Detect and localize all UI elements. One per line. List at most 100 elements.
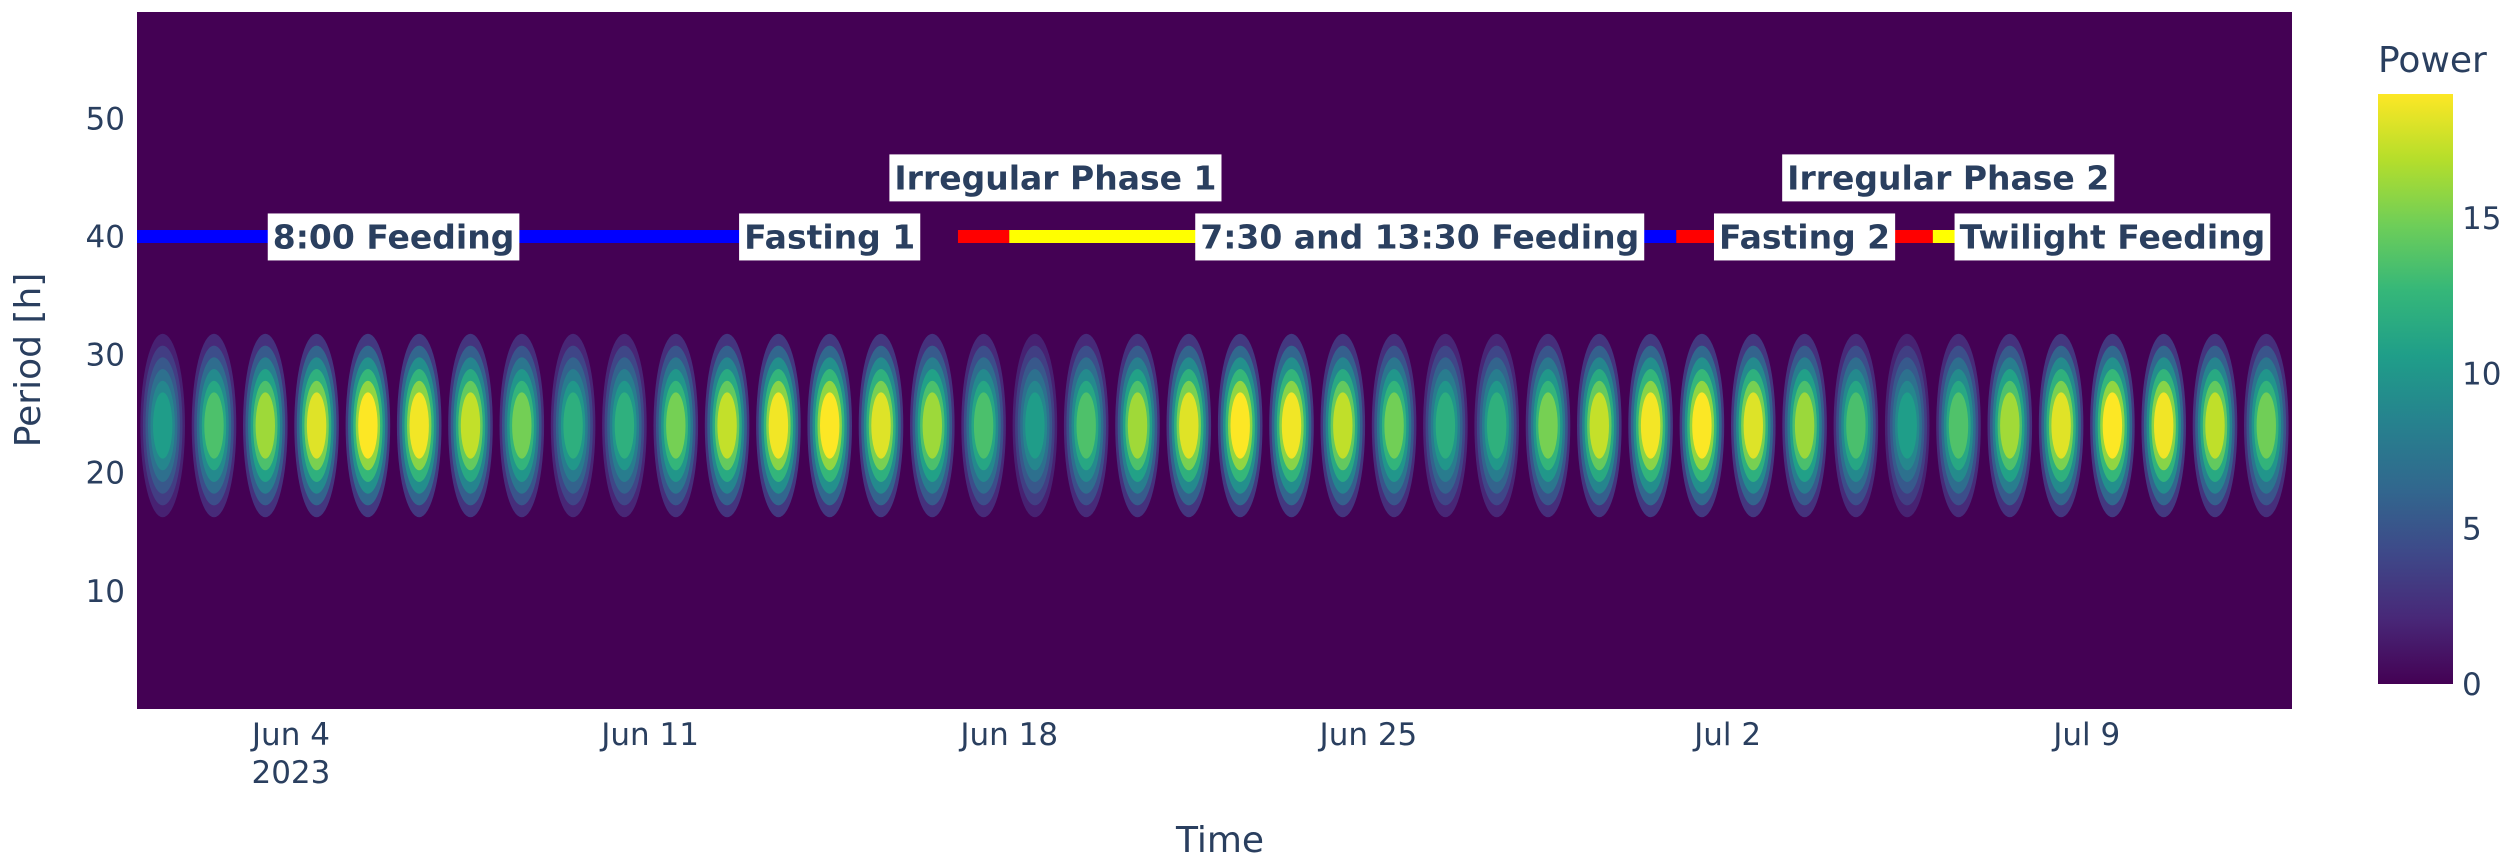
heatmap-cell (1333, 392, 1353, 459)
heatmap-cell (1025, 392, 1045, 459)
heatmap-cell (820, 392, 840, 459)
phase-label-text: Fasting 2 (1719, 217, 1890, 256)
heatmap-cell (1076, 392, 1096, 459)
phase-label: Fasting 1 (739, 213, 921, 261)
heatmap-blob (1782, 333, 1827, 518)
colorbar: Power 0 5 10 15 (2378, 40, 2500, 703)
phase-label: 8:00 Feeding (267, 213, 520, 261)
x-tick-label: Jun 25 (1318, 717, 1418, 753)
heatmap-cell (2051, 392, 2071, 459)
heatmap-blob (2192, 333, 2238, 518)
heatmap-blob (1525, 333, 1571, 518)
x-tick-label: Jul 2 (1692, 717, 1761, 753)
phase-label-text: 7:30 and 13:30 Feeding (1200, 217, 1639, 256)
heatmap-blob (1115, 333, 1160, 518)
colorbar-gradient (2378, 94, 2453, 684)
heatmap-blob (550, 333, 596, 518)
heatmap-cell (2154, 392, 2174, 459)
heatmap-blob (1423, 333, 1468, 518)
heatmap-cell (1640, 392, 1661, 459)
heatmap-blob (396, 333, 442, 518)
heatmap-blob (191, 333, 237, 518)
label-background (1954, 213, 2271, 261)
colorbar-tick-label: 10 (2462, 356, 2500, 392)
heatmap-cell (1281, 392, 1302, 459)
heatmap-cell (768, 392, 789, 459)
heatmap-blob (807, 333, 852, 518)
label-background (1713, 213, 1896, 261)
heatmap-cell (306, 392, 327, 459)
heatmap-blob (499, 333, 545, 518)
x-tick-label: Jul 9 (2051, 717, 2120, 753)
heatmap-blob (1628, 333, 1673, 518)
phase-label-text: Fasting 1 (744, 217, 915, 256)
heatmap-background (137, 12, 2292, 709)
heatmap-cell (1846, 392, 1866, 459)
label-background (1195, 213, 1645, 261)
y-tick-label: 10 (86, 574, 125, 610)
phase-labels: 8:00 Feeding Fasting 1 7:30 and 13:30 Feed… (267, 154, 2271, 261)
heatmap-blob (2038, 333, 2084, 518)
phase-label-text: 8:00 Feeding (273, 217, 515, 256)
heatmap-cell (1435, 392, 1456, 459)
heatmap-cell (1538, 392, 1558, 459)
heatmap-blob (345, 333, 391, 518)
heatmap-blob (653, 333, 699, 518)
heatmap-cell (153, 392, 173, 459)
heatmap-cell (255, 392, 275, 459)
label-background (739, 213, 921, 261)
colorbar-tick-label: 5 (2462, 512, 2482, 548)
colorbar-title: Power (2378, 40, 2487, 81)
heatmap-cell (1948, 392, 1969, 459)
heatmap-cell (1127, 392, 1148, 459)
heatmap-cell (2000, 392, 2020, 459)
y-axis-title: Period [h] (8, 273, 49, 448)
heatmap-cell (1692, 392, 1712, 459)
heatmap-cell (973, 392, 994, 459)
heatmap-cell (666, 392, 686, 459)
heatmap-blob (2244, 333, 2289, 518)
heatmap-blob (756, 333, 801, 518)
heatmap-blob (1884, 333, 1930, 518)
heatmap-cell (358, 392, 378, 459)
heatmap-blob (704, 333, 750, 518)
label-background (889, 154, 1222, 202)
heatmap-cell (2102, 392, 2123, 459)
heatmap-cell (1384, 392, 1404, 459)
heatmap-blob (1474, 333, 1519, 518)
heatmap-blob (140, 333, 185, 518)
x-axis-title: Time (1175, 820, 1264, 859)
heatmap-cell (1179, 392, 1199, 459)
y-tick-label: 20 (86, 456, 125, 492)
heatmap-blob (1833, 333, 1879, 518)
phase-label: 7:30 and 13:30 Feeding (1195, 213, 1645, 261)
phase-label-text: Twilight Feeding (1960, 217, 2266, 256)
heatmap-blob (2141, 333, 2186, 518)
heatmap-cell (614, 392, 635, 459)
heatmap-cell (1794, 392, 1815, 459)
heatmap-blob (448, 333, 493, 518)
y-axis-ticks: 10 20 30 40 50 (86, 101, 125, 610)
heatmap-blob (1063, 333, 1109, 518)
label-background (267, 213, 520, 261)
heatmap-cell (1487, 392, 1507, 459)
heatmap-blob (1320, 333, 1366, 518)
heatmap-blob (2090, 333, 2135, 518)
colorbar-tick-label: 15 (2462, 201, 2500, 237)
heatmap-blob (858, 333, 904, 518)
x-tick-label: Jun 4 (250, 717, 330, 753)
heatmap-cell (204, 392, 224, 459)
heatmap-blob (1679, 333, 1725, 518)
y-tick-label: 30 (86, 338, 125, 374)
heatmap-blob (1166, 333, 1212, 518)
phase-label: Fasting 2 (1713, 213, 1896, 261)
heatmap-blob (294, 333, 339, 518)
phase-label-text: Irregular Phase 1 (894, 158, 1216, 197)
heatmap-cell (2256, 392, 2276, 459)
heatmap-cell (717, 392, 737, 459)
heatmap-cell (409, 392, 429, 459)
heatmap-cell (563, 392, 583, 459)
phase-label-text: Irregular Phase 2 (1787, 158, 2109, 197)
y-tick-label: 50 (86, 101, 125, 137)
